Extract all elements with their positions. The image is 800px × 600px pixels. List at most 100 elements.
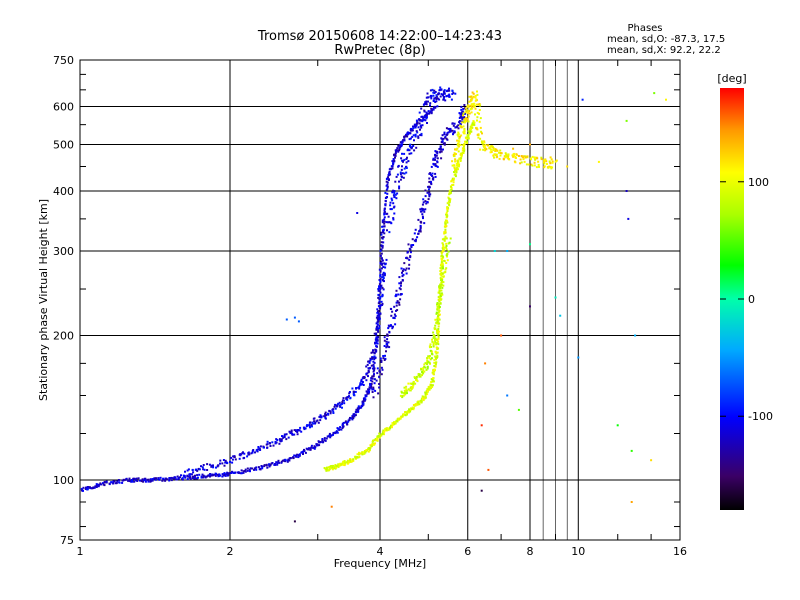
echo-point (430, 352, 433, 355)
echo-point (435, 98, 438, 100)
echo-point (442, 284, 445, 287)
echo-point (386, 183, 389, 186)
echo-point (358, 387, 361, 390)
echo-point (452, 183, 455, 186)
echo-point (459, 135, 461, 138)
echo-point (424, 119, 427, 122)
echo-point (437, 320, 440, 322)
echo-point (164, 479, 167, 482)
echo-point (277, 459, 280, 462)
echo-point (370, 385, 373, 388)
echo-point (376, 438, 379, 441)
echo-point (344, 462, 347, 465)
echo-point (210, 465, 213, 468)
echo-point (136, 480, 139, 482)
echo-point (551, 161, 554, 164)
echo-point (504, 152, 507, 155)
echo-point (423, 363, 426, 366)
echo-point (435, 94, 438, 97)
echo-point (250, 452, 253, 455)
echo-point (434, 106, 437, 109)
echo-point (382, 265, 385, 268)
echo-point (386, 338, 389, 341)
echo-point (466, 140, 468, 143)
echo-point (385, 350, 387, 353)
echo-point (307, 448, 310, 451)
echo-point (418, 403, 421, 406)
echo-point (392, 325, 394, 328)
echo-point (372, 374, 375, 377)
echo-point (362, 451, 365, 454)
echo-point (389, 208, 392, 211)
echo-point (413, 232, 416, 235)
phase-info-o: mean, sd,O: -87.3, 17.5 (607, 34, 725, 45)
echo-point (403, 262, 406, 265)
echo-point (360, 406, 363, 409)
echo-point (458, 163, 461, 166)
echo-point (581, 98, 584, 101)
echo-point (435, 342, 438, 345)
echo-point (198, 473, 201, 476)
echo-point (184, 470, 186, 473)
echo-point (438, 297, 441, 300)
echo-point (377, 320, 380, 323)
echo-point (356, 212, 359, 214)
echo-point (402, 139, 405, 142)
echo-point (380, 300, 383, 303)
echo-point (548, 160, 551, 163)
echo-point (369, 383, 372, 386)
echo-point (481, 132, 483, 135)
echo-point (296, 433, 299, 436)
echo-point (383, 262, 386, 265)
echo-point (463, 116, 466, 119)
echo-point (393, 317, 396, 320)
echo-point (483, 140, 486, 143)
echo-point (453, 155, 456, 158)
echo-point (408, 152, 411, 155)
echo-point (559, 314, 562, 317)
echo-point (407, 148, 410, 151)
colorbar-label: [deg] (717, 72, 746, 85)
echo-point (483, 141, 486, 144)
echo-point (184, 476, 187, 479)
echo-point (393, 153, 395, 156)
echo-point (266, 440, 269, 443)
echo-point (439, 147, 442, 150)
echo-point (310, 444, 313, 447)
echo-point (383, 207, 386, 210)
echo-point (432, 108, 435, 111)
echo-point (147, 480, 150, 483)
echo-point (278, 438, 281, 441)
echo-point (440, 137, 443, 140)
echo-point (161, 479, 164, 482)
echo-point (420, 115, 423, 118)
echo-point (341, 462, 344, 465)
echo-point (435, 352, 438, 355)
echo-point (425, 111, 428, 114)
echo-point (456, 133, 459, 136)
echo-point (445, 248, 448, 251)
echo-point (284, 433, 287, 436)
echo-point (398, 185, 401, 188)
echo-point (388, 221, 391, 224)
echo-point (474, 94, 477, 97)
echo-point (430, 387, 432, 390)
echo-point (627, 217, 630, 220)
echo-point (283, 436, 286, 438)
echo-point (428, 195, 431, 198)
echo-point (421, 119, 424, 122)
echo-point (435, 311, 438, 314)
echo-point (490, 151, 493, 153)
echo-point (438, 290, 441, 293)
echo-point (384, 357, 387, 360)
echo-point (479, 117, 482, 120)
echo-point (451, 129, 454, 132)
echo-point (242, 471, 245, 474)
echo-point (464, 112, 467, 115)
echo-point (381, 262, 383, 265)
echo-point (476, 90, 478, 93)
echo-point (433, 89, 436, 92)
echo-point (439, 273, 442, 276)
echo-point (355, 410, 357, 413)
